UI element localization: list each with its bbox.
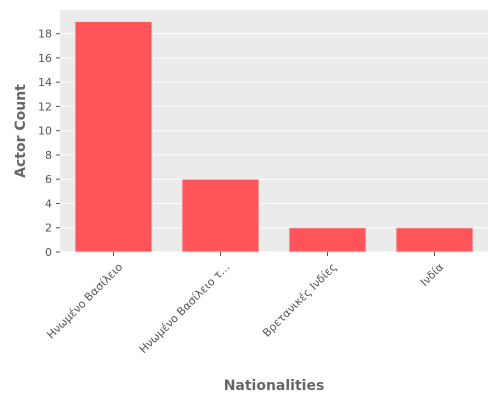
x-tick-label: Βρετανικές Ινδίες xyxy=(260,261,339,340)
bar xyxy=(395,227,474,253)
bar xyxy=(74,21,153,253)
x-axis-title: Nationalities xyxy=(224,378,325,394)
y-tick-label: 6 xyxy=(45,173,52,186)
x-tick-label: Ινδία xyxy=(418,261,446,289)
bar xyxy=(288,227,367,253)
y-tick-label: 4 xyxy=(45,197,52,210)
y-tick-label: 0 xyxy=(45,246,52,259)
y-tick-label: 10 xyxy=(38,125,52,138)
y-tick-label: 14 xyxy=(38,76,52,89)
bars xyxy=(74,21,474,253)
y-tick-label: 18 xyxy=(38,28,52,41)
y-axis-title: Actor Count xyxy=(13,84,29,178)
x-tick-label: Ηνωμένο Βασίλειο τ... xyxy=(137,261,232,356)
y-tick-label: 8 xyxy=(45,149,52,162)
x-tick-label: Ηνωμένο Βασίλειο xyxy=(44,260,125,341)
y-tick-label: 12 xyxy=(38,100,52,113)
y-tick-label: 16 xyxy=(38,52,52,65)
x-axis-ticks: Ηνωμένο Βασίλειο Ηνωμένο Βασίλειο τ... Βρε… xyxy=(44,252,446,356)
y-axis-ticks: 0 2 4 6 8 10 12 14 16 18 xyxy=(38,28,60,259)
y-tick-label: 2 xyxy=(45,222,52,235)
bar xyxy=(181,178,260,253)
